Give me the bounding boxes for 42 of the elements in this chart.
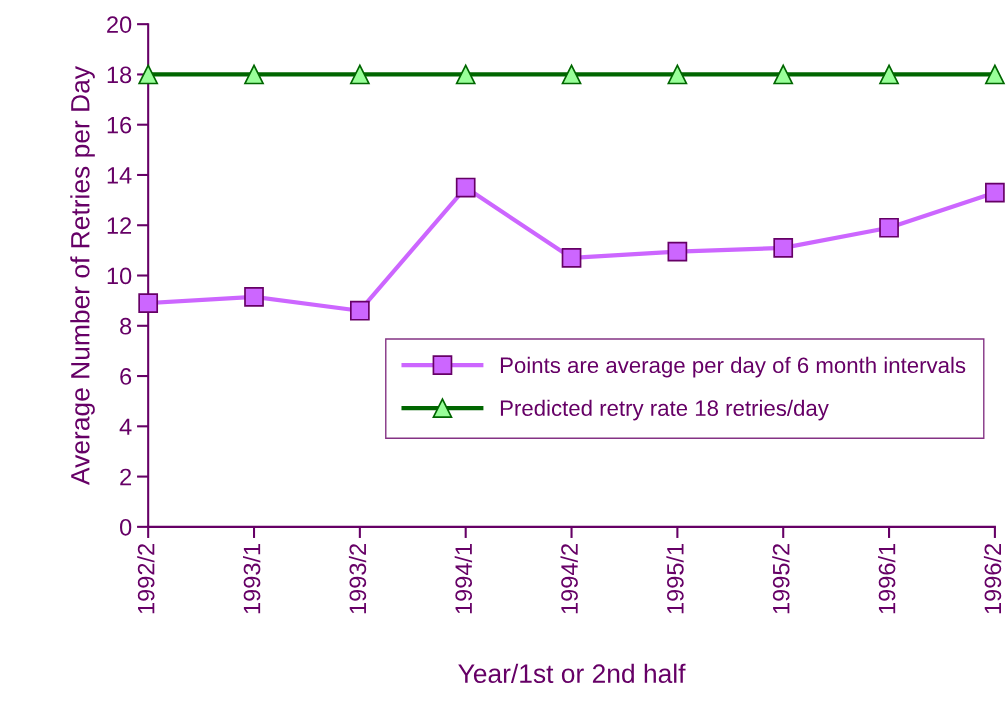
point: [667, 241, 688, 262]
point: [455, 64, 476, 85]
y-axis-title: Average Number of Retries per Day: [70, 66, 95, 485]
y-tick-label: 4: [119, 418, 132, 435]
y-tick-label: 18: [107, 66, 132, 84]
y-tick-label: 20: [107, 16, 132, 33]
point: [879, 217, 899, 238]
x-tick-label: 1995/2: [772, 544, 790, 614]
x-tick-label: 1995/1: [666, 543, 684, 614]
x-tick-label: 1993/2: [348, 544, 367, 614]
legend-label: Points are average per day of 6 month intervals: [500, 356, 966, 378]
y-tick-label: 2: [120, 468, 132, 486]
x-tick-label: 1994/1: [454, 543, 473, 614]
x-axis-title: Year/1st or 2nd half: [458, 663, 686, 684]
y-tick-label: 0: [120, 518, 132, 536]
point: [773, 238, 794, 258]
point: [244, 287, 264, 307]
point: [455, 177, 476, 198]
point: [667, 64, 688, 85]
point: [349, 300, 370, 321]
x-tick-label: 1992/2: [137, 544, 155, 614]
point: [561, 248, 582, 268]
point: [773, 64, 794, 85]
point: [879, 64, 899, 85]
x-tick-label: 1994/2: [560, 544, 578, 614]
legend-label: Predicted retry rate 18 retries/day: [500, 399, 829, 421]
y-tick-label: 8: [120, 317, 132, 335]
y-tick-label: 14: [107, 167, 132, 184]
point: [985, 64, 1005, 85]
point: [985, 182, 1005, 203]
y-tick-label: 6: [120, 368, 132, 385]
y-tick-label: 16: [107, 116, 132, 134]
x-tick-label: 1993/1: [243, 543, 261, 614]
point: [138, 293, 159, 314]
y-tick-label: 10: [107, 267, 132, 285]
point: [244, 64, 264, 85]
x-tick-label: 1996/2: [983, 544, 1002, 614]
point: [138, 64, 159, 85]
point: [561, 64, 582, 85]
x-tick-label: 1996/1: [878, 543, 896, 614]
point: [349, 64, 370, 85]
y-tick-label: 12: [107, 217, 132, 234]
